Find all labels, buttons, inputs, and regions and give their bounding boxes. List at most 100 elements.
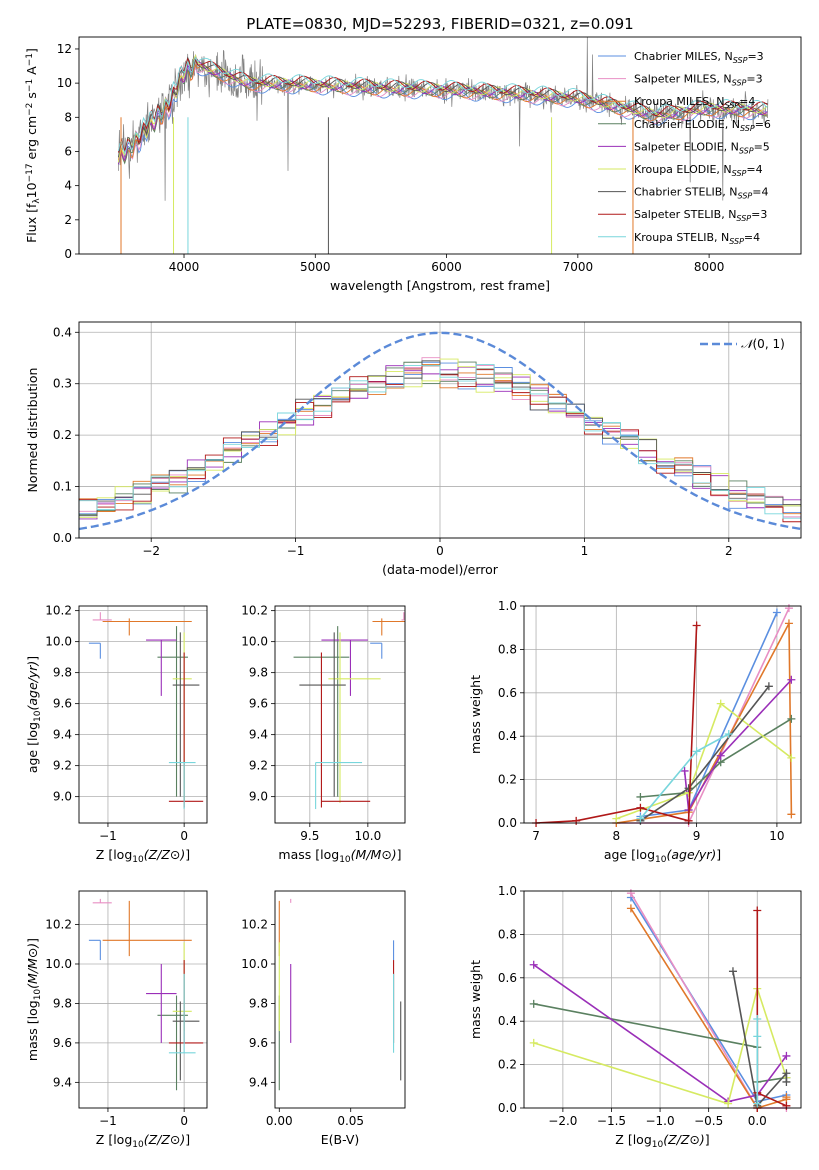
data-point: [692, 747, 701, 756]
data-point: [626, 889, 635, 898]
y-tick-label: 0.0: [498, 1101, 517, 1115]
data-point: [772, 608, 781, 617]
axis-label: mass [log10(M/M⊙)]: [278, 847, 401, 865]
y-tick-label: 9.8: [249, 666, 268, 680]
y-tick-label: 9.6: [53, 1036, 72, 1050]
x-tick-label: 0: [180, 829, 188, 843]
data-point: [782, 1101, 791, 1110]
x-tick-label: 0.05: [337, 1114, 364, 1128]
x-tick-label: 9.5: [300, 829, 319, 843]
y-tick-label: 9.8: [53, 996, 72, 1010]
data-point: [529, 1038, 538, 1047]
data-point: [782, 1069, 791, 1078]
x-tick-label: 8: [613, 829, 621, 843]
legend-entry: Kroupa ELODIE, NSSP=4: [634, 163, 763, 178]
age-vs-mass-panel: 9.5 10.0 9.0 9.2 9.4 9.6 9.8 10.0 10.2 mass [log1…: [241, 604, 406, 865]
y-tick-label: 10.0: [45, 957, 72, 971]
y-tick-label: 0.8: [498, 927, 517, 941]
x-tick-label: −1.5: [597, 1114, 626, 1128]
figure-title: PLATE=0830, MJD=52293, FIBERID=0321, z=0…: [246, 15, 633, 33]
y-axis-label: Normed distribution: [25, 368, 40, 493]
y-tick-label: 9.6: [249, 697, 268, 711]
data-point: [787, 714, 796, 723]
x-tick-label: 4000: [169, 260, 200, 274]
y-tick-label: 0: [64, 247, 72, 261]
x-tick-label: 0: [436, 544, 444, 558]
x-tick-label: 7: [532, 829, 540, 843]
data-point: [636, 814, 645, 823]
data-point: [784, 604, 793, 613]
x-tick-label: 8000: [694, 260, 725, 274]
y-tick-label: 10.2: [241, 604, 268, 618]
series-line: [639, 685, 770, 822]
x-tick-label: 2: [725, 544, 733, 558]
axis-label: mass [log10(M/M⊙)]: [25, 938, 43, 1061]
x-tick-label: −1.0: [645, 1114, 674, 1128]
y-tick-label: 0.0: [498, 816, 517, 830]
y-tick-label: 9.8: [53, 666, 72, 680]
y-tick-label: 10.2: [241, 918, 268, 932]
x-tick-label: 10: [769, 829, 784, 843]
series-line: [616, 702, 792, 820]
axes-frame: [274, 605, 406, 824]
y-tick-label: 0.2: [53, 428, 72, 442]
data-point: [636, 792, 645, 801]
mass-weight-vs-Z-panel: −2.0 −1.5 −1.0 −0.5 0.0 0.0 0.2 0.4 0.6 0.8 1.0 Z […: [468, 884, 802, 1150]
spectrum-panel: 4000 5000 6000 7000 8000 0 2 4 6 8 10 12 wavelength …: [24, 36, 802, 293]
x-tick-label: 5000: [300, 260, 331, 274]
y-tick-label: 9.0: [249, 790, 268, 804]
legend-entry: 𝒩(0, 1): [741, 337, 785, 351]
y-tick-label: 9.4: [53, 1075, 72, 1089]
legend-entry: Salpeter ELODIE, NSSP=5: [634, 140, 770, 155]
y-tick-label: 10.0: [241, 957, 268, 971]
y-tick-label: 10.2: [45, 604, 72, 618]
x-tick-label: 7000: [563, 260, 594, 274]
y-tick-label: 0.2: [498, 773, 517, 787]
x-tick-label: −0.5: [694, 1114, 723, 1128]
legend-entry: Kroupa STELIB, NSSP=4: [634, 231, 760, 246]
y-tick-label: 9.4: [249, 728, 268, 742]
y-tick-label: 12: [57, 42, 72, 56]
y-tick-label: 9.6: [53, 697, 72, 711]
series-line: [616, 623, 793, 824]
model-spectrum-kroupa-elodie: [117, 54, 768, 163]
x-tick-label: −2.0: [548, 1114, 577, 1128]
y-tick-label: 9.2: [53, 759, 72, 773]
y-tick-label: 9.6: [249, 1036, 268, 1050]
series-line: [533, 964, 788, 1103]
legend-entry: Chabrier MILES, NSSP=3: [634, 50, 764, 65]
y-axis-label: mass weight: [468, 675, 483, 754]
plots-layer: 4000 5000 6000 7000 8000024681012wavelength …: [24, 36, 802, 1150]
data-point: [680, 766, 689, 775]
x-tick-label: 1: [581, 544, 589, 558]
legend-entry: Salpeter MILES, NSSP=3: [634, 73, 763, 88]
data-point: [728, 967, 737, 976]
y-tick-label: 0.4: [53, 325, 72, 339]
y-tick-label: 9.0: [53, 790, 72, 804]
data-point: [787, 675, 796, 684]
y-tick-label: 0.1: [53, 480, 72, 494]
x-tick-label: −1: [99, 829, 117, 843]
data-point: [626, 904, 635, 913]
series-line: [616, 607, 790, 824]
data-point: [753, 1015, 762, 1024]
x-tick-label: 10.0: [354, 829, 381, 843]
age-vs-Z-panel: −1 0 9.0 9.2 9.4 9.6 9.8 10.0 10.2 Z [log10(Z/Z⊙)…: [25, 604, 208, 865]
y-tick-label: 6: [64, 144, 72, 158]
data-point: [724, 730, 733, 739]
y-tick-label: 10.0: [241, 635, 268, 649]
axes-frame: [274, 890, 406, 1109]
data-point: [529, 999, 538, 1008]
data-point: [753, 1032, 762, 1041]
x-tick-label: 0.00: [266, 1114, 293, 1128]
y-tick-label: 10: [57, 76, 72, 90]
y-tick-label: 4: [64, 179, 72, 193]
y-tick-label: 0.3: [53, 377, 72, 391]
series-line: [533, 985, 788, 1105]
data-point: [787, 753, 796, 762]
axis-label: Z [log10(Z/Z⊙)]: [96, 847, 190, 865]
y-tick-label: 0.4: [498, 729, 517, 743]
series-line: [640, 612, 778, 818]
data-point: [784, 619, 793, 628]
